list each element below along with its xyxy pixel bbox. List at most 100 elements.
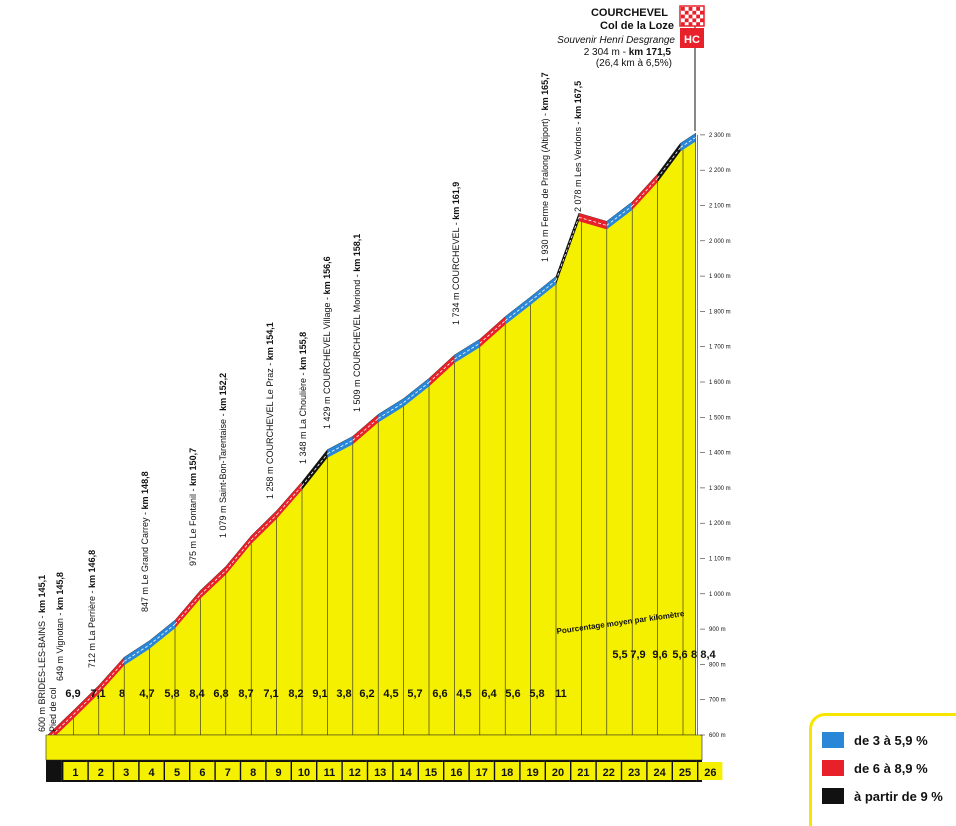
y-tick-1900: 1 900 m	[709, 274, 731, 280]
y-tick-1300: 1 300 m	[709, 486, 731, 492]
legend-item-mid: de 6 à 8,9 %	[822, 756, 928, 780]
km-gradient-label-24: 7,9	[630, 649, 645, 661]
km-plate-19	[520, 762, 545, 780]
profile-dash-19	[530, 280, 557, 302]
summit-header: COURCHEVEL Col de la Loze Souvenir Henri…	[557, 5, 705, 131]
profile-dash-22	[606, 205, 633, 226]
legend-swatch-blue	[822, 732, 844, 748]
profile-dash-7	[225, 539, 252, 571]
profile-segment-25	[680, 133, 696, 152]
km-plate-14	[393, 762, 418, 780]
km-plate-16	[444, 762, 469, 780]
waypoint-label-7: 1 348 m La Choulière - km 155,8	[298, 332, 308, 464]
summit-name: COURCHEVEL	[591, 7, 668, 19]
profile-dash-1	[73, 689, 100, 715]
km-gradient-label-2: 7,1	[90, 688, 105, 700]
km-tick-label-24: 24	[653, 767, 666, 779]
profile-dash-4	[149, 623, 176, 646]
km-gradient-label-7: 6,8	[213, 688, 228, 700]
waypoint-8: 1 429 m COURCHEVEL Village - km 156,6	[322, 256, 332, 429]
y-tick-1100: 1 100 m	[709, 557, 731, 563]
km-plate-6	[190, 762, 215, 780]
waypoint-11: 1 930 m Ferme de Pralong (Altiport) - km…	[540, 72, 550, 262]
km-gradient-label-16: 6,6	[432, 688, 447, 700]
km-gradient-label-12: 3,8	[336, 688, 351, 700]
km-tick-label-20: 20	[552, 767, 564, 779]
profile-dash-17	[479, 320, 506, 344]
km-gradient-label-14: 4,5	[383, 688, 398, 700]
km-plate-5	[165, 762, 189, 780]
waypoint-label-9: 1 509 m COURCHEVEL Moriond - km 158,1	[352, 234, 362, 412]
km-plate-25	[673, 762, 697, 780]
km-gradient-label-18: 6,4	[481, 688, 497, 700]
km-gradient-label-10: 8,2	[288, 688, 303, 700]
summit-altitude-km: 2 304 m - km 171,5	[584, 47, 672, 58]
km-plate-11	[317, 762, 342, 780]
waypoint-label-0: 600 m BRIDES-LES-BAINS - km 145,1	[37, 575, 47, 732]
km-gradient-label-5: 5,8	[164, 688, 179, 700]
profile-dash-24	[657, 147, 681, 179]
km-gradient-label-13: 6,2	[359, 688, 374, 700]
profile-segment-5	[175, 590, 201, 629]
y-tick-800: 800 m	[709, 662, 726, 668]
km-plate-18	[495, 762, 520, 780]
km-tick-label-8: 8	[250, 767, 256, 779]
km-plate-20	[546, 762, 570, 780]
km-plate-8	[241, 762, 266, 780]
profile-dash-14	[403, 382, 430, 403]
km-tick-label-11: 11	[324, 767, 336, 779]
profile-dash-18	[504, 300, 531, 322]
waypoint-label-1: 649 m Vignotan - km 145,8	[55, 572, 65, 681]
waypoint-extra-0: Pied de col	[48, 687, 58, 732]
profile-dash-3	[123, 644, 150, 662]
legend: de 3 à 5,9 % de 6 à 8,9 % à partir de 9 …	[809, 713, 956, 826]
waypoint-4: 975 m Le Fontanil - km 150,7	[188, 448, 198, 566]
legend-swatch-black	[822, 788, 844, 804]
profile-dash-2	[98, 661, 125, 690]
km-tick-label-3: 3	[123, 767, 129, 779]
waypoint-label-10: 1 734 m COURCHEVEL - km 161,9	[451, 182, 461, 325]
km-gradient-label-21: 11	[555, 688, 567, 700]
waypoint-3: 847 m Le Grand Carrey - km 148,8	[140, 471, 150, 612]
y-tick-1600: 1 600 m	[709, 380, 731, 386]
y-tick-2100: 2 100 m	[709, 204, 731, 210]
profile-dash-15	[428, 358, 455, 383]
km-tick-label-17: 17	[476, 767, 488, 779]
km-tick-label-25: 25	[679, 767, 691, 779]
km-gradient-label-19: 5,6	[505, 688, 520, 700]
km-gradient-label-6: 8,4	[189, 688, 205, 700]
km-gradient-label-20: 5,8	[529, 688, 544, 700]
legend-item-high: à partir de 9 %	[822, 784, 943, 808]
legend-item-low: de 3 à 5,9 %	[822, 728, 928, 752]
profile-segment-23	[632, 174, 658, 210]
legend-label-high: à partir de 9 %	[854, 788, 943, 804]
km-tick-label-26: 26	[704, 767, 716, 779]
km-plate-12	[342, 762, 367, 780]
km-gradient-label-17: 4,5	[456, 688, 471, 700]
km-tick-label-10: 10	[298, 767, 310, 779]
km-plate-1	[63, 762, 88, 780]
profile-segment-24	[657, 143, 681, 183]
profile-segment-2	[98, 657, 125, 694]
summit-subname: Col de la Loze	[600, 20, 674, 32]
km-plate-26	[698, 762, 723, 780]
y-tick-2200: 2 200 m	[709, 168, 731, 174]
waypoint-label-6: 1 258 m COURCHEVEL Le Praz - km 154,1	[265, 322, 275, 499]
summit-souvenir: Souvenir Henri Desgrange	[557, 35, 675, 46]
km-plate-7	[215, 762, 240, 780]
km-gradient-label-23: 5,5	[612, 649, 627, 661]
km-plate-3	[114, 762, 139, 780]
waypoint-label-8: 1 429 m COURCHEVEL Village - km 156,6	[322, 256, 332, 429]
km-plate-13	[368, 762, 393, 780]
km-tick-label-13: 13	[374, 767, 386, 779]
legend-label-low: de 3 à 5,9 %	[854, 732, 928, 748]
y-tick-1800: 1 800 m	[709, 309, 731, 315]
profile-segment-11	[327, 436, 353, 458]
km-gradient-label-8: 8,7	[238, 688, 253, 700]
profile-dash-8	[250, 514, 277, 541]
km-gradient-label-3: 8	[119, 688, 125, 700]
km-gradient-label-1: 6,9	[65, 688, 80, 700]
waypoint-5: 1 079 m Saint-Bon-Tarentaise - km 152,2	[218, 373, 228, 538]
profile-segment-21	[578, 213, 607, 230]
